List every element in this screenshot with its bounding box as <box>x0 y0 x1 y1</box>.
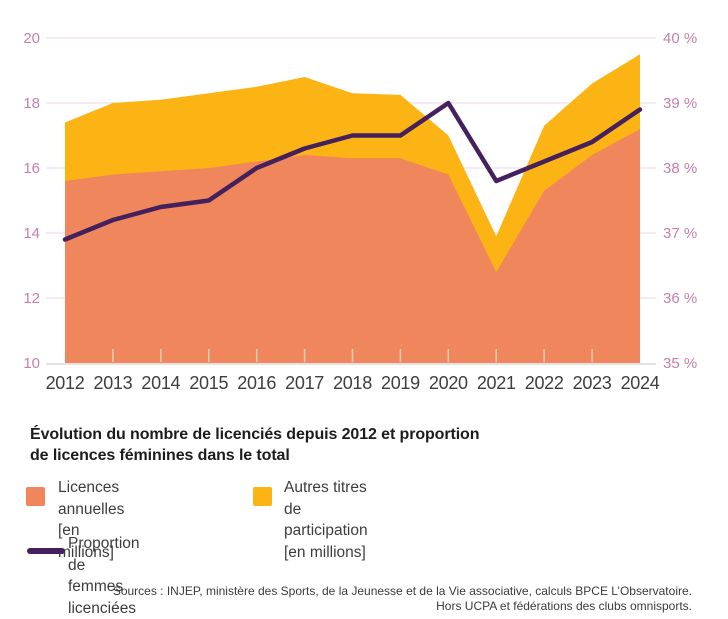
x-axis-year-label: 2023 <box>573 373 612 393</box>
x-axis-year-label: 2020 <box>429 373 468 393</box>
legend-label-autres-titres: Autres titres de participation [en milli… <box>284 477 368 563</box>
x-axis-year-label: 2018 <box>333 373 372 393</box>
chart-title-line2: de licences féminines dans le total <box>30 447 290 464</box>
right-axis-tick-label: 37 % <box>663 225 697 242</box>
legend-label-proportion-femmes: Proportion de femmes licenciées dans le … <box>68 533 140 619</box>
right-axis-tick-label: 36 % <box>663 290 697 307</box>
legend-label-line: [en millions] <box>284 543 366 561</box>
x-axis-year-label: 2013 <box>93 373 132 393</box>
x-axis-year-label: 2016 <box>237 373 276 393</box>
licences-annuelles-swatch-icon <box>26 487 45 506</box>
x-axis-year-label: 2019 <box>381 373 420 393</box>
legend-label-line: Autres titres de participation <box>284 479 368 539</box>
left-axis-tick-label: 12 <box>23 290 40 307</box>
sources-line1: Sources : INJEP, ministère des Sports, d… <box>112 584 692 598</box>
x-axis-year-label: 2022 <box>525 373 564 393</box>
x-axis-year-label: 2024 <box>621 373 660 393</box>
autres-titres-swatch-icon <box>253 487 272 506</box>
sources-note: Sources : INJEP, ministère des Sports, d… <box>113 584 692 614</box>
left-axis-tick-label: 18 <box>23 95 40 112</box>
legend-label-line: Licences annuelles <box>58 479 125 518</box>
x-axis-year-label: 2014 <box>141 373 180 393</box>
right-axis-tick-label: 35 % <box>663 355 697 372</box>
legend-label-line: Proportion de femmes licenciées <box>68 535 140 617</box>
licences-annuelles-area <box>65 129 640 363</box>
right-axis-tick-label: 40 % <box>663 30 697 47</box>
legend-label-line: [en millions] <box>58 522 114 561</box>
left-axis-tick-label: 16 <box>23 160 40 177</box>
left-axis-tick-label: 20 <box>23 30 40 47</box>
sources-line2: Hors UCPA et fédérations des clubs omnis… <box>436 599 692 613</box>
x-axis-year-label: 2012 <box>46 373 85 393</box>
right-axis-tick-label: 38 % <box>663 160 697 177</box>
legend-label-licences-annuelles: Licences annuelles [en millions] <box>58 477 124 563</box>
proportion-femmes-line <box>62 100 643 242</box>
x-axis-year-label: 2021 <box>477 373 516 393</box>
x-axis-year-label: 2015 <box>189 373 228 393</box>
x-axis-year-label: 2017 <box>285 373 324 393</box>
right-axis-tick-label: 39 % <box>663 95 697 112</box>
chart-title-line1: Évolution du nombre de licenciés depuis … <box>30 426 480 443</box>
proportion-femmes-line-swatch-icon <box>27 548 65 554</box>
left-axis-tick-label: 10 <box>23 355 40 372</box>
chart-title: Évolution du nombre de licenciés depuis … <box>30 424 479 466</box>
left-axis-tick-label: 14 <box>23 225 40 242</box>
